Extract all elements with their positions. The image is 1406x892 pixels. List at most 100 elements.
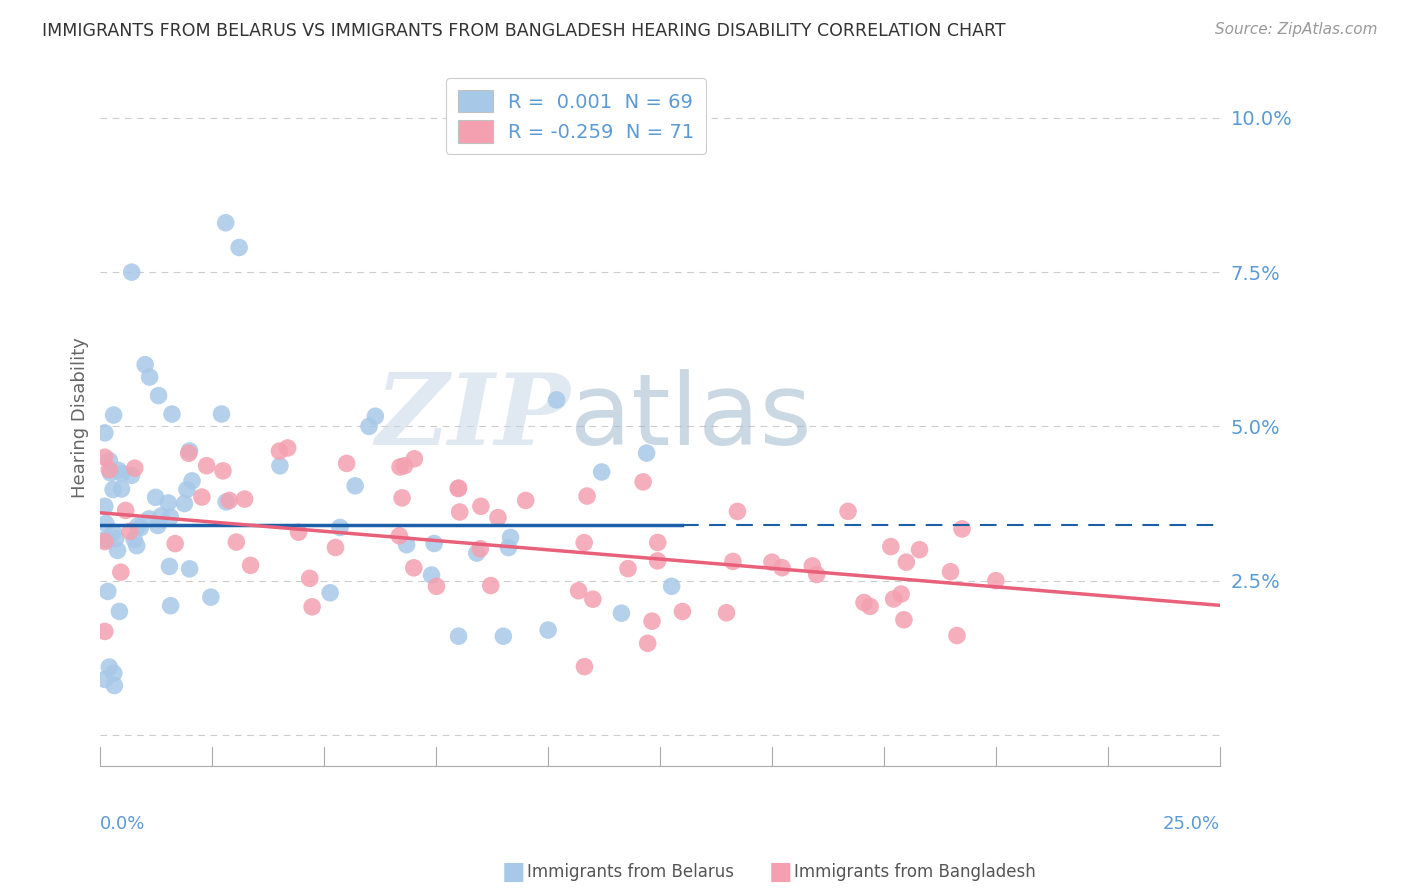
Point (617, 561, 640, 575)
Point (499, 531, 522, 545)
Point (145, 491, 167, 505)
Point (486, 510, 509, 524)
Point (637, 636, 659, 650)
Point (896, 555, 918, 569)
Point (146, 518, 169, 533)
Point (215, 495, 238, 509)
Point (801, 558, 824, 573)
Point (94, 673, 117, 687)
Text: 25.0%: 25.0% (1163, 815, 1220, 833)
Point (165, 536, 187, 550)
Point (103, 408, 125, 422)
Point (470, 541, 492, 556)
Point (103, 524, 125, 539)
Point (567, 583, 589, 598)
Point (465, 546, 488, 560)
Point (181, 474, 204, 488)
Text: atlas: atlas (571, 368, 813, 466)
Point (138, 512, 160, 526)
Point (114, 503, 136, 517)
Text: ■: ■ (502, 861, 524, 884)
Point (239, 558, 262, 573)
Point (727, 504, 749, 518)
Point (641, 614, 664, 628)
Point (269, 444, 291, 458)
Point (447, 482, 470, 496)
Y-axis label: Hearing Disability: Hearing Disability (72, 336, 89, 498)
Point (447, 629, 470, 643)
Point (610, 606, 633, 620)
Point (159, 510, 181, 524)
Point (591, 465, 613, 479)
Point (159, 559, 181, 574)
Point (121, 265, 143, 279)
Point (277, 441, 299, 455)
Point (94, 534, 117, 549)
Point (107, 543, 129, 558)
Point (125, 539, 148, 553)
Point (447, 481, 470, 495)
Point (329, 520, 352, 534)
Point (319, 586, 342, 600)
Point (449, 505, 471, 519)
Point (100, 466, 122, 480)
Point (420, 568, 443, 582)
Text: Immigrants from Belarus: Immigrants from Belarus (527, 863, 734, 881)
Point (98, 453, 121, 467)
Text: ZIP: ZIP (375, 369, 571, 466)
Point (402, 561, 425, 575)
Point (98, 660, 121, 674)
Point (122, 533, 145, 547)
Point (647, 554, 669, 568)
Point (880, 540, 903, 554)
Point (325, 541, 347, 555)
Point (110, 565, 132, 579)
Point (770, 560, 793, 574)
Point (837, 504, 859, 518)
Point (94, 450, 117, 465)
Point (173, 497, 195, 511)
Point (301, 599, 323, 614)
Point (631, 475, 654, 489)
Point (423, 536, 446, 550)
Point (157, 496, 180, 510)
Point (94, 516, 117, 531)
Point (388, 460, 411, 475)
Point (124, 461, 146, 475)
Point (127, 519, 149, 533)
Point (908, 542, 931, 557)
Point (661, 579, 683, 593)
Point (233, 492, 256, 507)
Point (479, 578, 502, 592)
Text: IMMIGRANTS FROM BELARUS VS IMMIGRANTS FROM BANGLADESH HEARING DISABILITY CORRELA: IMMIGRANTS FROM BELARUS VS IMMIGRANTS FR… (42, 22, 1005, 40)
Point (176, 483, 198, 497)
Point (546, 392, 568, 407)
Point (212, 464, 235, 478)
Point (572, 535, 595, 549)
Point (492, 629, 515, 643)
Point (364, 409, 387, 424)
Point (336, 457, 359, 471)
Point (761, 555, 783, 569)
Point (498, 541, 520, 555)
Point (391, 491, 413, 505)
Text: Immigrants from Bangladesh: Immigrants from Bangladesh (794, 863, 1036, 881)
Point (179, 444, 201, 458)
Point (107, 463, 129, 477)
Point (582, 592, 605, 607)
Point (94, 533, 117, 547)
Point (97, 584, 120, 599)
Point (200, 590, 222, 604)
Point (148, 388, 170, 402)
Point (108, 604, 131, 618)
Point (859, 599, 882, 614)
Point (159, 599, 181, 613)
Point (395, 538, 418, 552)
Point (883, 591, 905, 606)
Point (721, 554, 744, 568)
Point (94, 624, 117, 639)
Point (806, 567, 828, 582)
Point (890, 587, 912, 601)
Point (939, 565, 962, 579)
Point (129, 520, 152, 534)
